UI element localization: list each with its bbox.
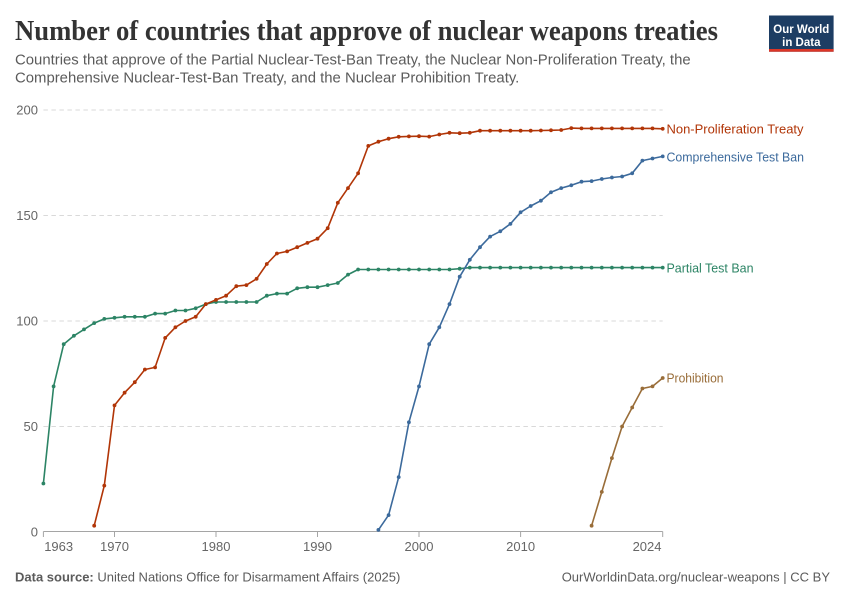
svg-text:2000: 2000	[405, 539, 434, 554]
svg-text:0: 0	[31, 525, 38, 540]
svg-text:1980: 1980	[202, 539, 231, 554]
svg-text:Number of countries that appro: Number of countries that approve of nucl…	[15, 15, 718, 47]
svg-text:OurWorldinData.org/nuclear-wea: OurWorldinData.org/nuclear-weapons | CC …	[562, 570, 831, 585]
svg-text:Partial Test Ban: Partial Test Ban	[667, 261, 754, 276]
svg-text:Our World: Our World	[773, 24, 829, 36]
svg-text:in Data: in Data	[782, 37, 821, 49]
svg-text:1990: 1990	[303, 539, 332, 554]
svg-text:1970: 1970	[100, 539, 129, 554]
svg-text:Data source: United Nations Of: Data source: United Nations Office for D…	[15, 570, 400, 585]
svg-text:200: 200	[16, 103, 38, 118]
svg-text:150: 150	[16, 208, 38, 223]
svg-text:2010: 2010	[506, 539, 535, 554]
svg-text:2024: 2024	[633, 539, 662, 554]
svg-text:Prohibition: Prohibition	[667, 371, 724, 386]
svg-text:Comprehensive Test Ban: Comprehensive Test Ban	[667, 150, 805, 165]
svg-text:1963: 1963	[44, 539, 73, 554]
svg-text:50: 50	[24, 419, 38, 434]
svg-text:Countries that approve of the: Countries that approve of the Partial Nu…	[15, 53, 691, 69]
svg-text:100: 100	[16, 314, 38, 329]
svg-text:Non-Proliferation Treaty: Non-Proliferation Treaty	[667, 122, 804, 137]
svg-text:Comprehensive Nuclear-Test-Ban: Comprehensive Nuclear-Test-Ban Treaty, a…	[15, 71, 519, 87]
